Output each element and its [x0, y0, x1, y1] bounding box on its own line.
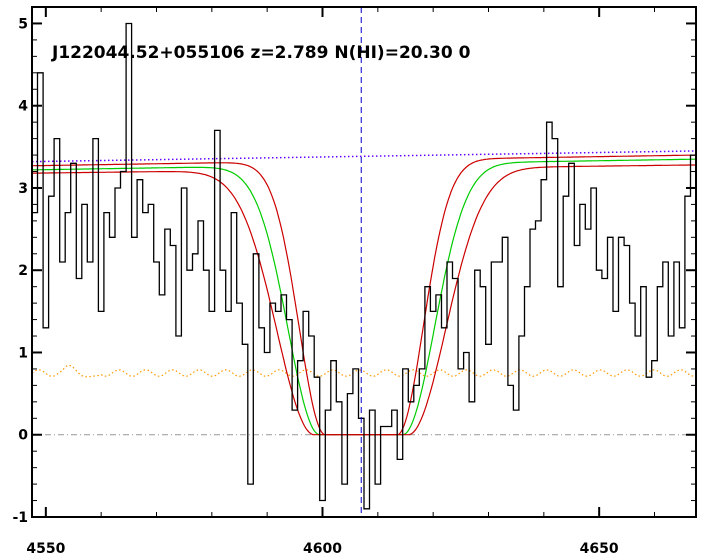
chart-title: J122044.52+055106 z=2.789 N(HI)=20.30 0: [51, 43, 471, 63]
y-tick-label: 4: [18, 99, 28, 115]
y-tick-label: -1: [12, 510, 28, 526]
continuum-layer: [31, 150, 697, 163]
x-tick-label: 4550: [26, 541, 65, 556]
error-dotted-line: [31, 364, 697, 378]
y-tick-label: 5: [18, 16, 28, 32]
y-tick-label: 3: [18, 181, 28, 197]
x-tick-label: 4650: [580, 541, 619, 556]
continuum-dotted-line: [31, 150, 697, 163]
axis-ticks-layer: -1 0 1 2 3 4 5 4550 4600 4650: [12, 6, 696, 556]
y-tick-label: 0: [18, 428, 28, 444]
error-layer: [31, 364, 697, 378]
y-tick-label: 2: [18, 263, 28, 279]
y-tick-label: 1: [18, 345, 28, 361]
x-tick-label: 4600: [303, 541, 342, 556]
plot-frame: [31, 6, 697, 518]
